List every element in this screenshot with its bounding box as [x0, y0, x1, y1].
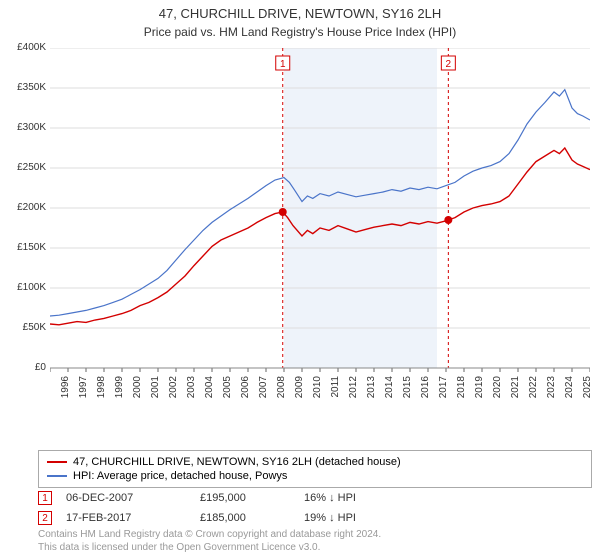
- transaction-badge: 2: [38, 511, 52, 525]
- svg-text:2014: 2014: [384, 376, 395, 399]
- svg-text:2017: 2017: [438, 376, 449, 399]
- y-tick-label: £250K: [2, 162, 46, 173]
- svg-text:2023: 2023: [546, 376, 557, 399]
- y-tick-label: £350K: [2, 82, 46, 93]
- transaction-table: 1 06-DEC-2007 £195,000 16% ↓ HPI 2 17-FE…: [38, 488, 592, 528]
- transaction-row: 2 17-FEB-2017 £185,000 19% ↓ HPI: [38, 508, 592, 528]
- svg-text:2025: 2025: [582, 376, 590, 399]
- footer-line1: Contains HM Land Registry data © Crown c…: [38, 528, 592, 541]
- svg-text:2008: 2008: [276, 376, 287, 399]
- svg-text:2001: 2001: [150, 376, 161, 399]
- svg-text:2012: 2012: [348, 376, 359, 399]
- chart-container: 47, CHURCHILL DRIVE, NEWTOWN, SY16 2LH P…: [0, 0, 600, 560]
- svg-text:1999: 1999: [114, 376, 125, 399]
- svg-text:1996: 1996: [60, 376, 71, 399]
- svg-text:2003: 2003: [186, 376, 197, 399]
- svg-text:2007: 2007: [258, 376, 269, 399]
- legend-swatch: [47, 461, 67, 463]
- footer-text: Contains HM Land Registry data © Crown c…: [38, 528, 592, 554]
- svg-text:2010: 2010: [312, 376, 323, 399]
- svg-text:1: 1: [280, 59, 286, 70]
- legend-box: 47, CHURCHILL DRIVE, NEWTOWN, SY16 2LH (…: [38, 450, 592, 488]
- svg-text:2021: 2021: [510, 376, 521, 399]
- transaction-date: 17-FEB-2017: [66, 512, 186, 524]
- legend-label: HPI: Average price, detached house, Powy…: [73, 470, 287, 482]
- transaction-price: £185,000: [200, 512, 290, 524]
- y-tick-label: £400K: [2, 42, 46, 53]
- transaction-hpi-diff: 19% ↓ HPI: [304, 512, 356, 524]
- svg-text:1998: 1998: [96, 376, 107, 399]
- svg-text:2018: 2018: [456, 376, 467, 399]
- svg-text:1995: 1995: [50, 376, 53, 399]
- transaction-price: £195,000: [200, 492, 290, 504]
- svg-text:2006: 2006: [240, 376, 251, 399]
- transaction-hpi-diff: 16% ↓ HPI: [304, 492, 356, 504]
- chart-subtitle: Price paid vs. HM Land Registry's House …: [0, 23, 600, 39]
- svg-text:2002: 2002: [168, 376, 179, 399]
- transaction-badge: 1: [38, 491, 52, 505]
- svg-text:2013: 2013: [366, 376, 377, 399]
- y-tick-label: £100K: [2, 282, 46, 293]
- svg-text:2011: 2011: [330, 376, 341, 398]
- svg-text:2024: 2024: [564, 376, 575, 399]
- y-tick-label: £50K: [2, 322, 46, 333]
- svg-text:2004: 2004: [204, 376, 215, 399]
- legend-item: 47, CHURCHILL DRIVE, NEWTOWN, SY16 2LH (…: [47, 455, 583, 469]
- svg-text:1997: 1997: [78, 376, 89, 399]
- y-tick-label: £300K: [2, 122, 46, 133]
- svg-text:2: 2: [446, 59, 452, 70]
- chart-plot: 1995 1996 1997 1998 1999 2000 2001 2002 2003 2004…: [50, 48, 590, 408]
- y-tick-label: £0: [2, 362, 46, 373]
- y-tick-label: £200K: [2, 202, 46, 213]
- svg-text:2022: 2022: [528, 376, 539, 399]
- chart-title: 47, CHURCHILL DRIVE, NEWTOWN, SY16 2LH: [0, 0, 600, 23]
- svg-text:2019: 2019: [474, 376, 485, 399]
- svg-text:2009: 2009: [294, 376, 305, 399]
- transaction-row: 1 06-DEC-2007 £195,000 16% ↓ HPI: [38, 488, 592, 508]
- legend-item: HPI: Average price, detached house, Powy…: [47, 469, 583, 483]
- svg-text:2016: 2016: [420, 376, 431, 399]
- svg-text:2000: 2000: [132, 376, 143, 399]
- svg-text:2020: 2020: [492, 376, 503, 399]
- svg-text:2005: 2005: [222, 376, 233, 399]
- footer-line2: This data is licensed under the Open Gov…: [38, 541, 592, 554]
- y-tick-label: £150K: [2, 242, 46, 253]
- transaction-date: 06-DEC-2007: [66, 492, 186, 504]
- legend-swatch: [47, 475, 67, 477]
- legend-label: 47, CHURCHILL DRIVE, NEWTOWN, SY16 2LH (…: [73, 456, 401, 468]
- svg-text:2015: 2015: [402, 376, 413, 399]
